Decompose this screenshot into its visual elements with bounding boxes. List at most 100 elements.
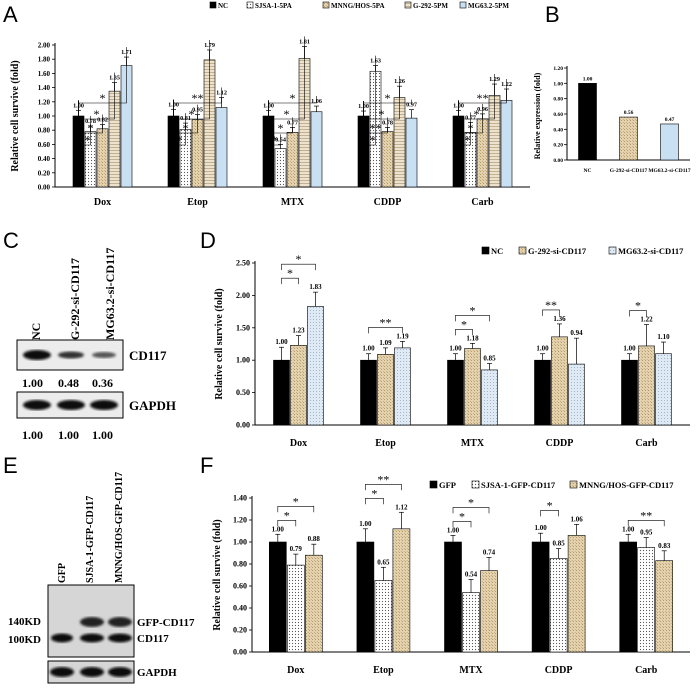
panel-letter-b: B [545,2,560,27]
bar [310,111,323,188]
blot-e: GFP SJSA-1-GFP-CD117 MNNG/HOS-GFP-CD117 … [8,472,195,684]
legend-label: MNNG/HOS-GFP-CD117 [579,480,674,490]
blot-c-gapdh-value: 1.00 [22,428,43,442]
data-label: 0.85 [552,540,565,548]
legend-swatch [518,246,527,255]
x-category-label: Dox [287,665,304,676]
bar [638,345,655,426]
legend-label: G-292-5PM [413,2,448,10]
blot-c-lane-mg632: MG63.2-si-CD117 [103,248,117,340]
significance-mark: * [287,266,293,280]
data-label: 0.95 [640,529,653,537]
significance-mark: * [385,91,391,105]
y-tick-label: 1.00 [553,81,563,87]
y-axis-label: Relative cell survive (fold) [212,519,223,630]
y-tick-label: 0.80 [233,560,247,569]
data-label: 1.10 [657,333,670,341]
significance-bracket [540,510,559,517]
bar [405,117,418,188]
blot-c-target-value: 0.36 [92,376,113,390]
significance-mark: * [293,494,299,508]
legend-label: NC [218,2,228,10]
y-tick-label: 0.00 [236,421,250,430]
blot-c-gapdh-band [57,400,85,410]
legend-label: MG63.2-5PM [468,2,509,10]
bar [304,554,323,653]
blot-c-gapdh-value: 1.00 [92,428,113,442]
blot-e-band-gfpcd117 [80,617,104,627]
y-axis-label: Relative cell survive (fold) [10,60,21,171]
blot-e-gapdh-band [50,667,74,677]
significance-mark: * [189,107,195,121]
significance-bracket [78,47,127,104]
bar [619,116,638,161]
blot-e-gfpcd117-label: GFP-CD117 [137,617,195,629]
data-label: 0.85 [483,354,496,362]
significance-mark: * [296,252,302,266]
blot-c-lane-nc: NC [29,323,43,340]
blot-c-lane-g292: G-292-si-CD117 [68,258,82,340]
bar [500,100,513,188]
x-category-label: MTX [459,665,483,676]
significance-bracket [268,96,317,104]
significance-mark: ** [640,508,652,522]
legend-swatch [429,480,438,489]
y-tick-label: 0.20 [38,169,51,177]
legend-swatch [471,480,480,489]
bar [531,541,550,653]
bar [464,348,481,426]
blot-e-cd117-label: CD117 [137,633,169,645]
bar [567,535,586,653]
significance-bracket [365,484,402,491]
y-axis-label: Relative cell survive (fold) [214,288,225,399]
significance-mark: * [284,508,290,522]
y-tick-label: 2.00 [236,291,250,300]
significance-mark: * [459,509,465,523]
significance-bracket [452,521,472,528]
bar [444,541,462,653]
legend-label: GFP [439,480,456,490]
x-category-label: CDDP [374,197,402,208]
significance-mark: * [278,121,284,135]
significance-mark: * [635,299,641,313]
bar [619,541,638,653]
data-label: 1.12 [395,503,408,511]
blot-c-target-value: 0.48 [58,376,79,390]
x-category-label: Dox [94,197,111,208]
significance-bracket [363,76,400,120]
x-category-label: MG63.2-si-CD117 [648,168,691,174]
bar [286,564,305,653]
legend-swatch [322,1,330,9]
y-tick-label: 2.50 [236,259,250,268]
bar [578,83,597,161]
data-label: 0.88 [308,535,321,543]
bar [268,541,287,653]
y-tick-label: 0.40 [233,604,247,613]
bar [534,359,551,426]
significance-mark: ** [370,121,382,135]
significance-mark: ** [477,91,489,105]
y-tick-label: 1.20 [38,98,51,106]
blot-e-marker-140: 140KD [8,616,41,628]
blot-c-target-label: CD117 [129,348,167,363]
panel-letter-c: C [3,228,19,253]
legend-swatch [209,1,217,9]
x-category-label: NC [584,168,592,174]
significance-mark: ** [459,133,471,147]
bar [660,123,679,161]
data-label: 1.18 [466,334,479,342]
legend-swatch [569,480,578,489]
significance-mark: * [371,486,377,500]
legend-swatch [608,246,617,255]
blot-e-marker-100: 100KD [8,634,41,646]
significance-mark: * [474,107,480,121]
data-label: 0.65 [377,558,390,566]
blot-e-lane-sjsa: SJSA-1-GFP-CD117 [85,496,96,583]
significance-mark: * [379,107,385,121]
data-label: 0.74 [483,548,496,556]
x-category-label: MTX [281,197,305,208]
significance-bracket [458,79,507,104]
x-category-label: Etop [373,665,394,676]
bar [274,148,287,188]
data-label: 1.00 [536,345,549,353]
